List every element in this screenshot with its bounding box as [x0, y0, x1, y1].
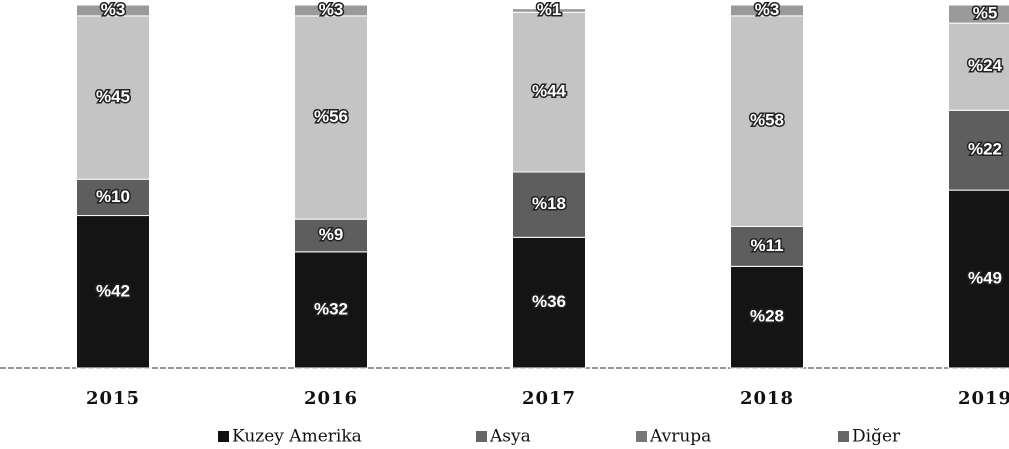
- value-label: %3: [755, 0, 780, 19]
- legend-swatch: [636, 431, 647, 442]
- value-label: %1: [537, 0, 562, 19]
- bar-segment: [730, 265, 804, 369]
- value-label: %10: [96, 187, 130, 206]
- x-tick-label: 2017: [522, 388, 576, 409]
- bar-segment: [730, 4, 804, 17]
- bar-segment: [294, 4, 368, 17]
- bar-segment: [76, 215, 150, 369]
- value-label: %49: [968, 269, 1002, 288]
- bar-segment: [294, 15, 368, 220]
- legend-label: Avrupa: [649, 427, 711, 447]
- value-label: %32: [314, 299, 348, 318]
- value-label: %11: [750, 236, 783, 255]
- value-label: %44: [532, 82, 567, 101]
- bar-segment: [730, 15, 804, 227]
- bar-segment: [730, 225, 804, 267]
- value-label: %3: [101, 0, 126, 19]
- bar-segment: [948, 22, 1009, 111]
- bar-segment: [512, 8, 586, 13]
- bar-segment: [948, 109, 1009, 191]
- value-label: %45: [96, 87, 130, 106]
- bar-segment: [512, 236, 586, 369]
- bar-segment: [76, 178, 150, 217]
- value-label: %42: [96, 281, 130, 300]
- bar-segment: [948, 4, 1009, 24]
- value-label: %28: [750, 307, 784, 326]
- bar-segment: [76, 4, 150, 17]
- value-label: %24: [968, 56, 1003, 75]
- legend-swatch: [476, 431, 487, 442]
- bar-segment: [512, 11, 586, 173]
- value-label: %58: [750, 111, 784, 130]
- value-label: %56: [314, 107, 348, 126]
- value-label: %22: [968, 140, 1002, 159]
- legend-swatch: [838, 431, 849, 442]
- x-tick-label: 2019: [958, 388, 1009, 409]
- value-label: %5: [973, 4, 998, 23]
- x-tick-label: 2015: [86, 388, 140, 409]
- legend-label: Asya: [489, 427, 531, 447]
- x-tick-label: 2016: [304, 388, 358, 409]
- bar-segment: [512, 171, 586, 238]
- value-label: %18: [532, 194, 566, 213]
- legend-label: Kuzey Amerika: [232, 427, 362, 447]
- x-tick-label: 2018: [740, 388, 794, 409]
- legend-swatch: [218, 431, 229, 442]
- value-label: %36: [532, 292, 566, 311]
- value-label: %9: [319, 225, 344, 244]
- bar-segment: [294, 251, 368, 369]
- bar-segment: [948, 189, 1009, 369]
- value-label: %3: [319, 0, 344, 19]
- legend-label: Diğer: [852, 427, 901, 447]
- bar-segment: [294, 218, 368, 253]
